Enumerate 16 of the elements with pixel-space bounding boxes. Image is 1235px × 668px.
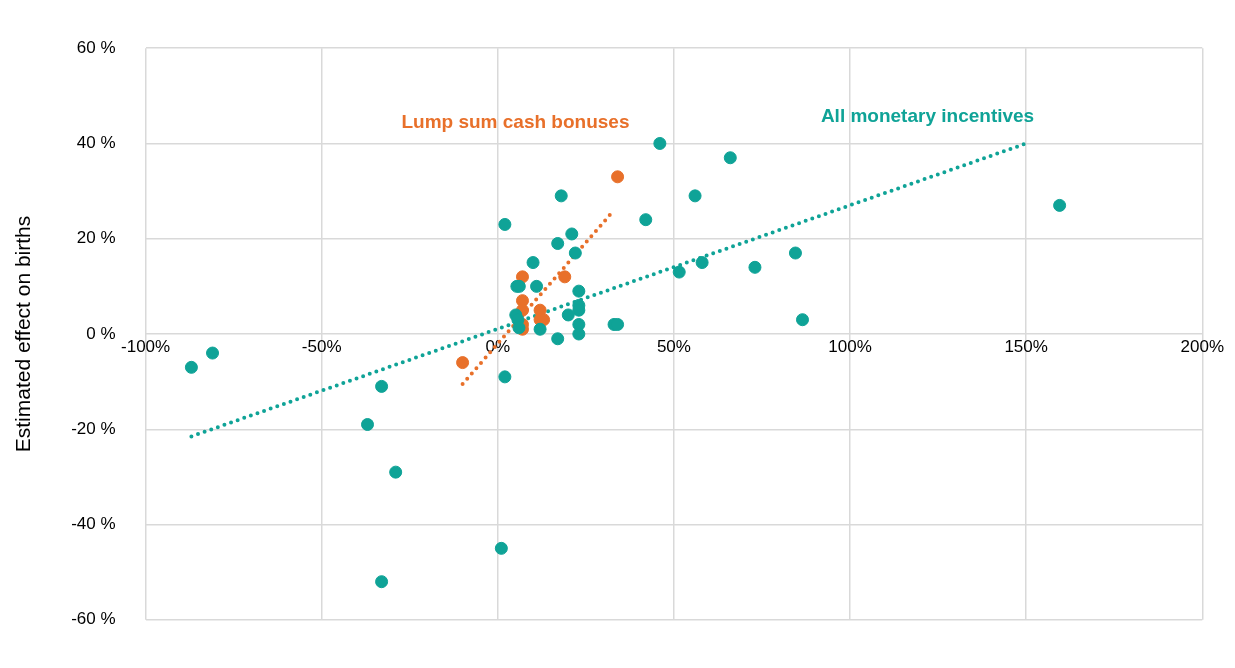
y-axis-title: Estimated effect on births bbox=[11, 215, 35, 453]
y-tick-label: 60 % bbox=[76, 37, 116, 57]
x-tick-label: -50% bbox=[301, 336, 342, 356]
y-tick-label: 20 % bbox=[76, 228, 116, 248]
y-tick-label: -40 % bbox=[71, 514, 116, 534]
x-tick-label: 50% bbox=[656, 336, 691, 356]
text: Lump sum cash bonuses bbox=[401, 110, 630, 132]
text: All monetary incentives bbox=[820, 105, 1035, 127]
y-tick-label: -60 % bbox=[71, 609, 116, 629]
y-tick-label: 40 % bbox=[76, 133, 116, 153]
x-tick-label: -100% bbox=[121, 336, 171, 356]
x-tick-label: 150% bbox=[1004, 336, 1048, 356]
y-tick-label: -20 % bbox=[71, 418, 116, 438]
x-tick-label: 200% bbox=[1180, 336, 1224, 356]
x-tick-label: 100% bbox=[828, 336, 872, 356]
y-tick-label: 0 % bbox=[86, 323, 116, 343]
